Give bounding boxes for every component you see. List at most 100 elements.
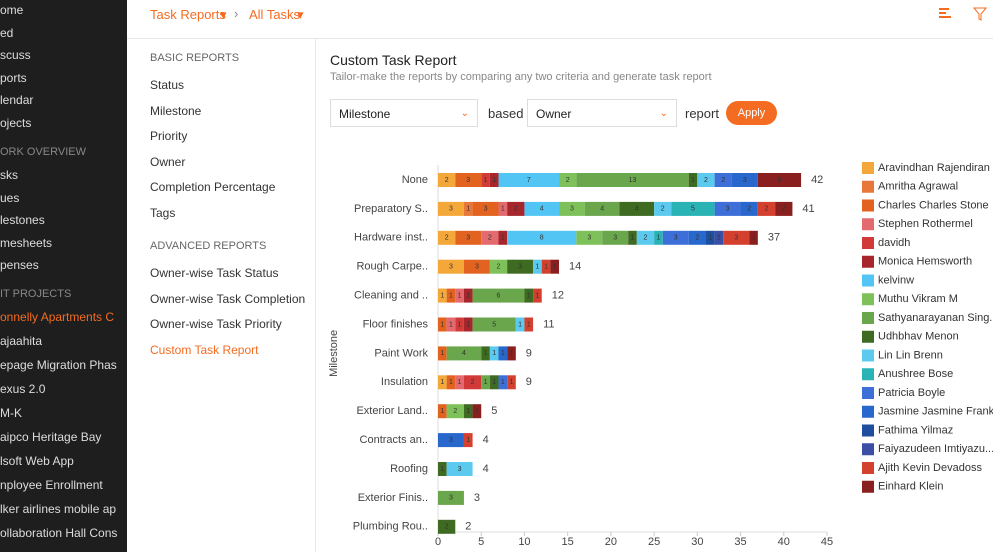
segment-label: 1 xyxy=(466,292,470,299)
x-tick-label: 0 xyxy=(435,536,441,548)
bar-segment xyxy=(662,230,689,245)
legend-label: Aravindhan Rajendiran xyxy=(878,162,990,174)
nav-item[interactable]: sks xyxy=(0,168,18,182)
report-link[interactable]: Owner-wise Task Priority xyxy=(150,317,282,331)
nav-item[interactable]: ports xyxy=(0,70,27,85)
segment-label: 1 xyxy=(449,321,453,328)
icons[interactable] xyxy=(937,6,987,22)
bar-segment xyxy=(438,317,447,332)
segment-label: 1 xyxy=(466,321,470,328)
segment-label: 1 xyxy=(484,379,488,386)
report-link[interactable]: Status xyxy=(150,78,185,92)
legend-swatch xyxy=(862,293,874,306)
crumb[interactable]: All Tasks xyxy=(249,7,301,22)
segment-label: 1 xyxy=(440,321,444,328)
bar-segment xyxy=(463,288,473,303)
legend-swatch xyxy=(862,462,874,474)
segment-label: 1 xyxy=(440,466,444,473)
y-tick-label: Roofing xyxy=(390,463,428,475)
bar-segment xyxy=(714,173,732,187)
segment-label: 3 xyxy=(475,264,479,271)
segment-label: 3 xyxy=(743,177,747,184)
nav-item[interactable]: mesheets xyxy=(0,235,53,250)
caret: ▾ xyxy=(297,7,304,22)
segment-label: 3 xyxy=(449,264,453,271)
sidebar: ome ed scuss ports lendar ojects ORK OVERVIEW s… xyxy=(0,0,127,552)
section: BASIC REPORTS xyxy=(150,52,240,64)
legend-label: Monica Hemsworth xyxy=(878,256,972,268)
bar-segment xyxy=(619,201,655,216)
report-link[interactable]: Owner-wise Task Status xyxy=(150,266,279,280)
legend-swatch xyxy=(862,199,874,212)
bar-segment xyxy=(498,201,508,216)
project[interactable]: epage Migration Phas xyxy=(0,358,117,372)
segment-label: 3 xyxy=(674,235,678,242)
total-label: 4 xyxy=(483,463,489,475)
nav-item[interactable]: scuss xyxy=(0,48,31,63)
report-link[interactable]: Owner-wise Task Completion xyxy=(150,291,306,306)
bar-segment xyxy=(524,317,534,332)
legend-swatch xyxy=(862,405,874,418)
bar-segment xyxy=(463,433,473,448)
project[interactable]: ollaboration Hall Cons xyxy=(0,526,118,540)
segment-label: 2 xyxy=(566,177,570,184)
bar-segment xyxy=(489,346,499,361)
segment-label: 2 xyxy=(765,206,769,213)
caret: ▾ xyxy=(220,7,227,22)
legend-swatch xyxy=(862,162,874,174)
nav-item[interactable]: lendar xyxy=(0,93,34,108)
bar-segment xyxy=(714,201,741,216)
project[interactable]: onnelly Apartments C xyxy=(0,310,115,324)
crumb[interactable]: Task Reports xyxy=(150,7,226,22)
bar-segment xyxy=(463,404,473,419)
project[interactable]: nployee Enrollment xyxy=(0,478,103,492)
nav-item[interactable]: ues xyxy=(0,190,20,205)
nav-item[interactable]: ojects xyxy=(0,116,32,130)
segment-label: 1 xyxy=(449,292,453,299)
bar-segment xyxy=(731,173,758,187)
bar-segment xyxy=(472,288,525,303)
bar-segment xyxy=(472,317,516,332)
segment-label: 5 xyxy=(778,177,782,184)
top-bar: Task Reports ▾ › All Tasks ▾ xyxy=(127,0,993,39)
select[interactable]: Owner ⌄ xyxy=(527,99,677,127)
caret: ⌄ xyxy=(460,108,469,119)
segment-label: 3 xyxy=(449,495,453,502)
segment-label: 1 xyxy=(535,264,539,271)
legend-label: Faiyazudeen Imtiyazu... xyxy=(878,443,993,455)
select[interactable]: Milestone ⌄ xyxy=(330,99,478,127)
nav-item[interactable]: ed xyxy=(0,25,14,40)
project[interactable]: ajaahita xyxy=(0,334,43,348)
report-link[interactable]: Owner xyxy=(150,154,186,169)
report-link[interactable]: Milestone xyxy=(150,103,202,118)
report-link[interactable]: Custom Task Report xyxy=(150,342,259,357)
report-link[interactable]: Priority xyxy=(150,129,188,143)
segment-label: 1 xyxy=(535,292,539,299)
bar-segment xyxy=(481,230,499,245)
section: ORK OVERVIEW xyxy=(0,146,86,158)
segment-label: 13 xyxy=(629,177,637,184)
project[interactable]: M-K xyxy=(0,406,22,420)
project[interactable]: lsoft Web App xyxy=(0,454,74,468)
apply-button[interactable]: Apply xyxy=(726,101,777,125)
segment-label: 4 xyxy=(540,206,544,213)
segment-label: 3 xyxy=(570,206,574,213)
bar-segment xyxy=(636,230,655,245)
project[interactable]: lker airlines mobile ap xyxy=(0,502,117,516)
project[interactable]: aipco Heritage Bay xyxy=(0,430,102,444)
total-label: 9 xyxy=(526,347,532,359)
legend-swatch xyxy=(862,443,874,456)
project[interactable]: exus 2.0 xyxy=(0,382,46,396)
segment-label: 1 xyxy=(708,235,712,242)
bar-segment xyxy=(688,230,706,245)
nav-item[interactable]: lestones xyxy=(0,213,45,228)
nav-item[interactable]: ome xyxy=(0,3,24,17)
report-link[interactable]: Tags xyxy=(150,205,176,220)
title: Custom Task Report xyxy=(330,52,457,68)
legend-swatch xyxy=(862,424,874,437)
segment-label: 2 xyxy=(782,206,786,213)
legend-label: Ajith Kevin Devadoss xyxy=(878,462,982,474)
legend-swatch xyxy=(862,387,874,399)
nav-item[interactable]: penses xyxy=(0,258,39,273)
report-link[interactable]: Completion Percentage xyxy=(150,180,276,194)
